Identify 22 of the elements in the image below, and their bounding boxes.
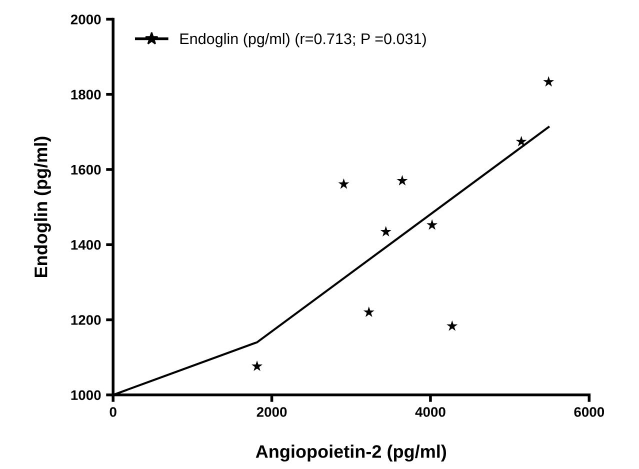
y-tick-label: 1600 [71,164,101,175]
legend-label: Endoglin (pg/ml) (r=0.713; P =0.031) [180,32,426,48]
point [252,360,263,372]
point [380,226,392,237]
point [446,320,458,331]
y-axis-title: Endoglin (pg/ml) [34,136,51,278]
point [516,136,527,146]
x-tick-label: 2000 [256,407,287,417]
point [426,219,438,230]
y-tick-label: 2000 [70,14,101,24]
point [338,178,350,189]
y-tick-label: 1800 [71,90,101,100]
point [396,174,408,186]
point [363,306,374,317]
y-tick-label: 1200 [71,315,101,325]
y-tick-label: 1400 [71,240,101,250]
x-tick-label: 6000 [574,407,604,417]
x-tick-label: 0 [110,407,116,417]
y-tick-label: 1000 [71,390,101,400]
x-axis-title: Angiopoietin-2 (pg/ml) [256,444,446,462]
x-tick-label: 4000 [415,407,446,417]
point [543,76,554,87]
